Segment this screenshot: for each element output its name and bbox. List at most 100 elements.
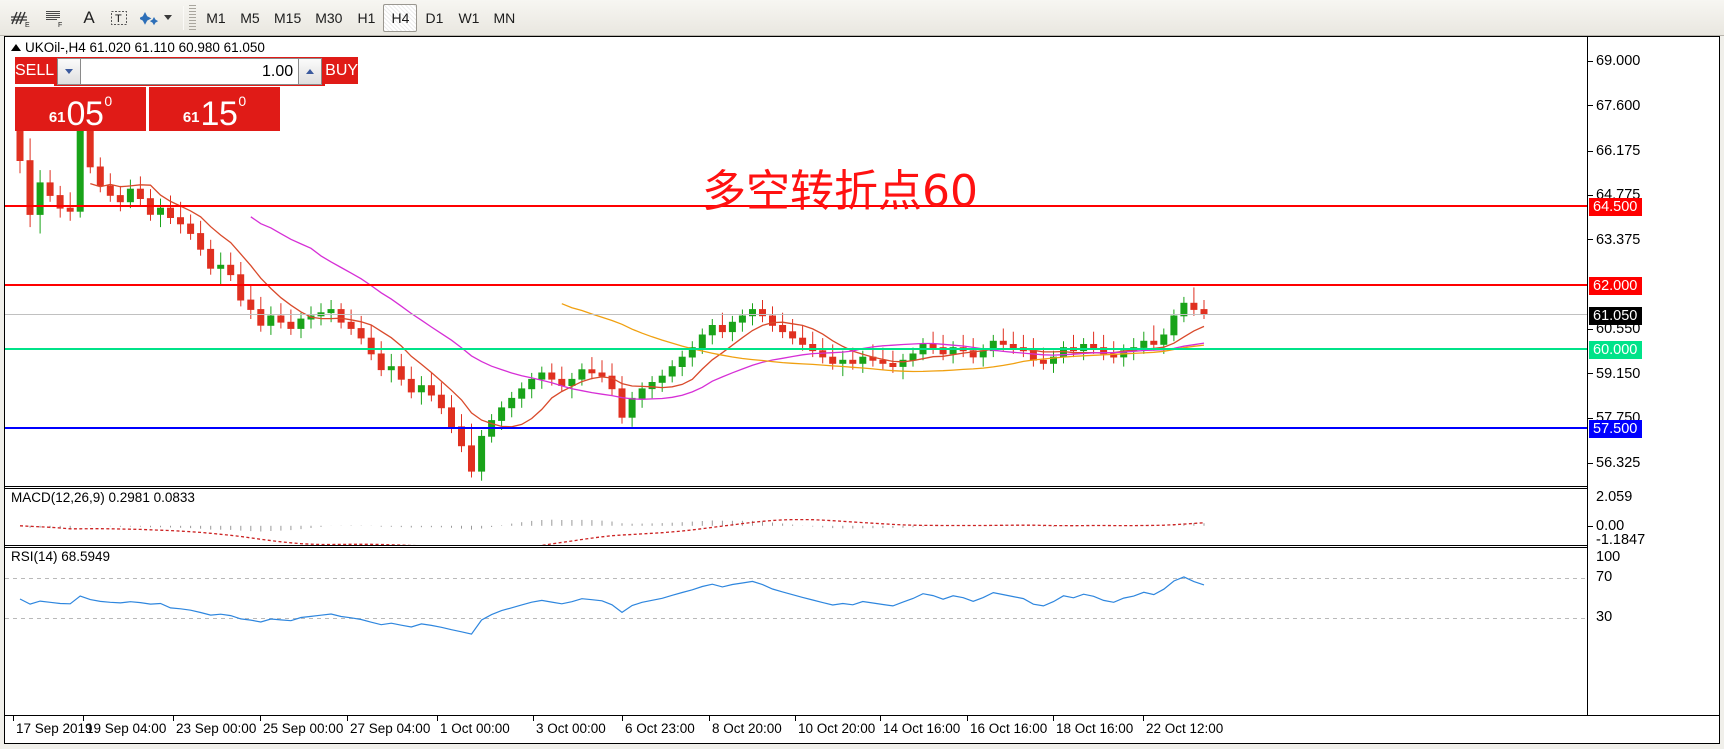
- timeframe-button-m1[interactable]: M1: [206, 9, 226, 26]
- price-level-line-57.500[interactable]: [5, 426, 1719, 429]
- chevron-down-icon: [65, 69, 74, 74]
- time-axis[interactable]: 17 Sep 2019 19 Sep 04:00 23 Sep 00:00 25 Se…: [5, 715, 1719, 743]
- one-click-trading-panel[interactable]: SELL BUY 61 05: [15, 57, 359, 131]
- sell-button[interactable]: SELL: [15, 57, 55, 86]
- time-axis-label: 27 Sep 04:00: [350, 721, 431, 736]
- timeframe-button-m5[interactable]: M5: [240, 9, 260, 26]
- buy-price-fraction: 0: [238, 93, 247, 109]
- timeframe-button-w1[interactable]: W1: [458, 9, 480, 26]
- time-axis-label: 19 Sep 04:00: [86, 721, 167, 736]
- grid-dots-icon[interactable]: F: [38, 3, 74, 33]
- chevron-down-icon: [164, 15, 172, 20]
- price-level-line-61.050[interactable]: [5, 314, 1719, 316]
- macd-indicator-label: MACD(12,26,9) 0.2981 0.0833: [9, 490, 197, 505]
- time-axis-label: 16 Oct 16:00: [970, 721, 1048, 736]
- time-tick-mark: [533, 716, 534, 721]
- time-axis-label: 1 Oct 00:00: [440, 721, 510, 736]
- rsi-level-30-line: [5, 618, 1719, 619]
- macd-tick-label: 2.059: [1596, 489, 1633, 505]
- timeframe-button-h4[interactable]: H4: [383, 3, 418, 32]
- grid-glyph: F: [46, 10, 62, 28]
- time-axis-label: 6 Oct 23:00: [625, 721, 695, 736]
- toolbar-grip-handle[interactable]: [189, 4, 196, 31]
- time-axis-label: 23 Sep 00:00: [176, 721, 257, 736]
- objects-glyph: [140, 11, 159, 25]
- price-tag-61.050[interactable]: 61.050: [1589, 307, 1643, 326]
- volume-decrease-button[interactable]: [57, 58, 82, 85]
- svg-text:T: T: [115, 13, 122, 25]
- timeframe-group: M1 M5 M15 M30 H1 H4 D1 W1 MN: [199, 3, 522, 32]
- time-axis-label: 17 Sep 2019: [16, 721, 93, 736]
- time-axis-label: 8 Oct 20:00: [712, 721, 782, 736]
- time-tick-mark: [13, 716, 14, 721]
- chart-symbol-header: UKOil-,H4 61.020 61.110 60.980 61.050: [9, 40, 267, 55]
- price-tick-label: 67.600: [1588, 99, 1640, 114]
- buy-price-prefix: 61: [182, 109, 200, 126]
- rsi-tick-label: 100: [1596, 549, 1621, 565]
- time-tick-mark: [347, 716, 348, 721]
- main-toolbar: E F A T: [0, 0, 1724, 36]
- time-tick-mark: [173, 716, 174, 721]
- time-tick-mark: [83, 716, 84, 721]
- timeframe-button-mn[interactable]: MN: [493, 9, 516, 26]
- time-tick-mark: [437, 716, 438, 721]
- volume-input[interactable]: [81, 58, 299, 85]
- time-axis-label: 10 Oct 20:00: [798, 721, 876, 736]
- price-tag-64.500[interactable]: 64.500: [1589, 197, 1643, 216]
- volume-increase-button[interactable]: [298, 58, 323, 85]
- buy-price-display[interactable]: 61 15 0: [149, 87, 280, 131]
- timeframe-button-h1[interactable]: H1: [357, 9, 376, 26]
- price-tag-57.500[interactable]: 57.500: [1589, 419, 1643, 438]
- rsi-series-svg: [19, 576, 1205, 635]
- price-level-line-62.000[interactable]: [5, 284, 1719, 287]
- sell-price-display[interactable]: 61 05 0: [15, 87, 146, 131]
- timeframe-button-m15[interactable]: M15: [274, 9, 302, 26]
- price-tick-label: 59.150: [1588, 366, 1640, 382]
- price-tag-60.000[interactable]: 60.000: [1589, 340, 1643, 359]
- price-level-line-60.000[interactable]: [5, 347, 1719, 350]
- macd-tick-label: 0.00: [1588, 519, 1624, 534]
- time-tick-mark: [880, 716, 881, 721]
- text-label-glyph: T: [111, 10, 127, 25]
- svg-text:F: F: [58, 22, 62, 28]
- time-tick-mark: [709, 716, 710, 721]
- time-axis-label: 25 Sep 00:00: [263, 721, 344, 736]
- price-tag-62.000[interactable]: 62.000: [1589, 277, 1643, 296]
- chevron-up-icon: [306, 69, 315, 74]
- timeframe-button-m30[interactable]: M30: [315, 9, 343, 26]
- chart-plot-region[interactable]: UKOil-,H4 61.020 61.110 60.980 61.050 多空…: [5, 37, 1719, 715]
- price-tick-label: 66.175: [1588, 144, 1640, 159]
- price-pane[interactable]: UKOil-,H4 61.020 61.110 60.980 61.050 多空…: [5, 37, 1719, 487]
- trade-panel-controls: SELL BUY: [15, 57, 359, 86]
- volume-control: [54, 57, 326, 86]
- rsi-tick-label: 30: [1596, 609, 1613, 625]
- timeframe-button-d1[interactable]: D1: [425, 9, 444, 26]
- toolbar-divider: [183, 5, 184, 30]
- buy-button[interactable]: BUY: [325, 57, 359, 86]
- price-tick-label: 63.375: [1588, 233, 1640, 248]
- rsi-indicator-label: RSI(14) 68.5949: [9, 549, 113, 564]
- svg-text:E: E: [25, 22, 30, 28]
- price-axis[interactable]: 69.000 67.600 66.175 64.775 63.375 60.550 59.1…: [1587, 37, 1719, 715]
- triangle-up-icon: [11, 44, 21, 51]
- price-tick-label: 69.000: [1588, 54, 1640, 69]
- time-axis-label: 22 Oct 12:00: [1146, 721, 1224, 736]
- time-axis-label: 3 Oct 00:00: [536, 721, 606, 736]
- time-tick-mark: [622, 716, 623, 721]
- time-axis-label: 18 Oct 16:00: [1056, 721, 1134, 736]
- objects-dropdown-icon[interactable]: [134, 3, 178, 33]
- text-tool-icon[interactable]: A: [83, 8, 95, 27]
- price-level-line-64.500[interactable]: [5, 204, 1719, 207]
- chart-area[interactable]: UKOil-,H4 61.020 61.110 60.980 61.050 多空…: [4, 36, 1720, 744]
- price-tick-label: 60.550: [1588, 322, 1640, 337]
- rsi-level-70-line: [5, 578, 1719, 579]
- rsi-pane[interactable]: RSI(14) 68.5949: [5, 547, 1719, 648]
- macd-tick-label: -1.1847: [1596, 532, 1646, 548]
- time-tick-mark: [260, 716, 261, 721]
- time-tick-mark: [1053, 716, 1054, 721]
- indicator-list-icon[interactable]: E: [4, 3, 38, 33]
- text-label-tool-icon[interactable]: T: [104, 3, 134, 33]
- macd-pane[interactable]: MACD(12,26,9) 0.2981 0.0833: [5, 488, 1719, 546]
- buy-price-main: 15: [200, 95, 238, 133]
